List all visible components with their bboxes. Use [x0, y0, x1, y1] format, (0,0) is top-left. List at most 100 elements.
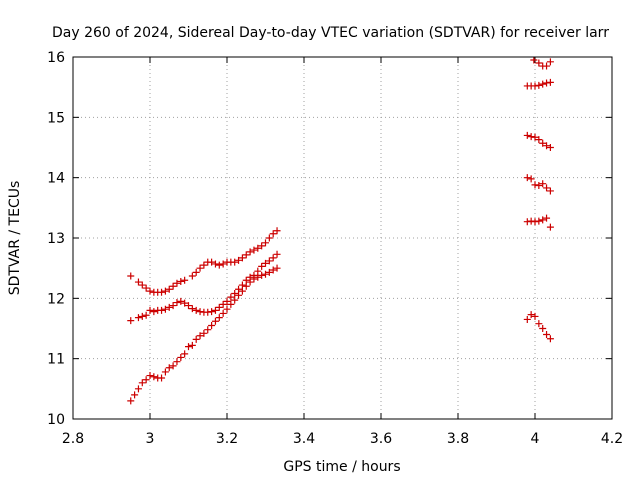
data-point-marker	[181, 350, 189, 358]
series-track-h	[523, 214, 554, 231]
data-point-marker	[531, 82, 539, 90]
data-point-marker	[219, 309, 227, 317]
data-point-marker	[546, 335, 554, 343]
series-track-c	[127, 264, 281, 405]
data-point-marker	[131, 391, 139, 399]
data-point-marker	[242, 251, 250, 259]
data-point-marker	[543, 214, 551, 222]
y-tick-label: 12	[47, 291, 65, 307]
data-point-marker	[134, 385, 142, 393]
data-point-marker	[523, 131, 531, 139]
data-point-marker	[250, 246, 258, 254]
data-point-marker	[254, 273, 262, 281]
data-point-marker	[535, 59, 543, 67]
data-point-marker	[535, 217, 543, 225]
data-point-marker	[192, 335, 200, 343]
data-point-marker	[543, 331, 551, 339]
y-axis-ticks: 10 11 12 13 14 15 16	[47, 50, 612, 428]
data-point-marker	[169, 302, 177, 310]
series-track-b	[127, 250, 281, 325]
data-point-marker	[546, 223, 554, 231]
data-point-marker	[173, 299, 181, 307]
x-tick-label: 3.6	[370, 431, 392, 447]
data-point-marker	[200, 261, 208, 269]
data-point-marker	[535, 320, 543, 328]
data-point-marker	[231, 258, 239, 266]
data-point-marker	[161, 287, 169, 295]
data-point-marker	[543, 62, 551, 70]
chart-title: Day 260 of 2024, Sidereal Day-to-day VTE…	[52, 25, 609, 41]
series-track-d	[530, 56, 554, 70]
data-point-marker	[142, 376, 150, 384]
data-point-marker	[177, 297, 185, 305]
data-point-marker	[531, 181, 539, 189]
y-tick-label: 15	[47, 110, 65, 126]
data-point-marker	[238, 281, 246, 289]
y-tick-label: 11	[47, 352, 65, 368]
series-track-f	[523, 131, 554, 151]
data-point-marker	[134, 278, 142, 286]
data-point-marker	[185, 343, 192, 351]
data-point-marker	[273, 264, 281, 272]
data-point-marker	[208, 258, 216, 266]
data-point-marker	[211, 306, 219, 314]
data-point-marker	[531, 312, 539, 320]
data-point-marker	[269, 266, 277, 274]
data-point-marker	[169, 362, 177, 370]
x-tick-label: 4.2	[601, 431, 623, 447]
data-point-marker	[181, 299, 189, 307]
data-point-marker	[530, 56, 538, 64]
x-axis-label: GPS time / hours	[283, 459, 400, 475]
series-track-i	[523, 311, 554, 343]
data-point-marker	[258, 242, 266, 250]
data-point-marker	[192, 306, 200, 314]
data-point-marker	[177, 277, 185, 285]
data-point-marker	[242, 276, 250, 284]
x-axis-ticks: 2.8 3 3.2 3.4 3.6 3.8 4 4.2	[62, 57, 623, 447]
data-point-marker	[188, 305, 196, 313]
data-point-marker	[158, 306, 166, 314]
y-tick-label: 16	[47, 50, 65, 66]
data-point-marker	[269, 254, 277, 262]
data-point-marker	[231, 296, 239, 304]
data-point-marker	[127, 397, 135, 405]
data-point-marker	[161, 368, 169, 376]
data-point-marker	[539, 139, 547, 147]
data-point-marker	[254, 244, 262, 252]
data-point-marker	[196, 332, 204, 340]
data-point-marker	[208, 308, 216, 316]
data-point-marker	[227, 300, 235, 308]
data-point-marker	[539, 180, 547, 188]
data-point-marker	[523, 174, 531, 182]
data-point-marker	[127, 272, 135, 280]
data-point-marker	[546, 187, 554, 195]
data-point-marker	[539, 80, 547, 88]
data-point-marker	[265, 257, 273, 265]
data-point-marker	[543, 142, 551, 150]
data-point-marker	[523, 315, 531, 323]
data-point-marker	[192, 268, 200, 276]
data-point-marker	[215, 261, 223, 269]
data-point-marker	[158, 288, 166, 296]
data-point-marker	[546, 58, 554, 66]
data-point-marker	[169, 282, 177, 290]
data-point-marker	[238, 287, 246, 295]
data-point-marker	[173, 279, 181, 287]
data-point-marker	[165, 364, 173, 372]
data-point-marker	[165, 303, 173, 311]
series-track-a	[127, 227, 281, 296]
data-point-marker	[215, 303, 223, 311]
x-tick-label: 4	[531, 431, 540, 447]
data-point-marker	[215, 314, 223, 322]
data-point-marker	[262, 270, 269, 278]
data-point-marker	[146, 287, 154, 295]
data-point-marker	[219, 260, 227, 268]
data-point-marker	[196, 264, 204, 272]
data-point-marker	[235, 285, 243, 293]
x-tick-label: 3	[146, 431, 155, 447]
data-point-marker	[219, 300, 227, 308]
series-track-e	[523, 78, 554, 90]
data-point-marker	[181, 276, 189, 284]
data-point-marker	[211, 260, 219, 268]
